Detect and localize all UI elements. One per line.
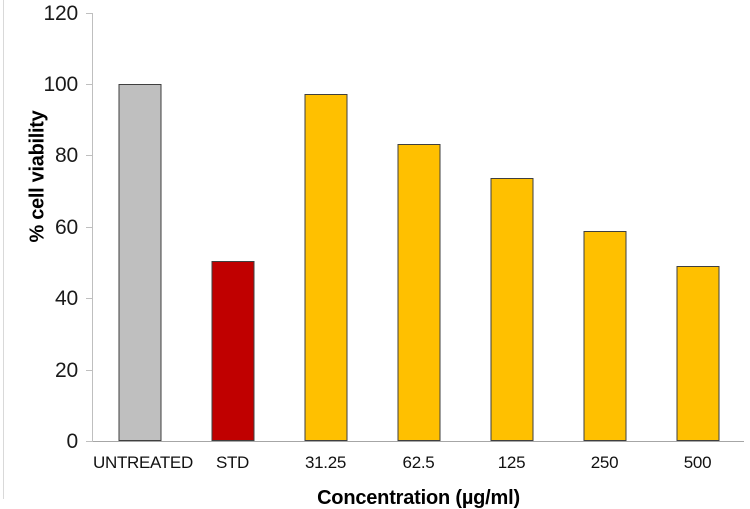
y-tick-mark-60: [86, 227, 93, 228]
bar-500[interactable]: [676, 266, 719, 441]
x-axis-title: Concentration (µg/ml): [317, 487, 520, 509]
y-tick-mark-20: [86, 370, 93, 371]
bar-slot-untreated: [93, 13, 186, 441]
x-tick-label-std: STD: [215, 453, 250, 472]
bar-slot-31-25: [279, 13, 372, 441]
x-tick-label-62-5: 62.5: [402, 453, 435, 472]
x-tick-label-250: 250: [590, 453, 619, 472]
bar-slot-500: [651, 13, 744, 441]
y-tick-mark-40: [86, 298, 93, 299]
bar-untreated[interactable]: [118, 84, 161, 441]
y-tick-label-120: 120: [43, 2, 79, 25]
y-tick-label-60: 60: [55, 216, 78, 239]
x-tick-label-untreated: UNTREATED: [93, 453, 193, 472]
x-tick-label-500: 500: [683, 453, 712, 472]
y-tick-label-20: 20: [55, 359, 78, 382]
y-tick-label-40: 40: [55, 287, 78, 310]
bar-62-5[interactable]: [397, 144, 440, 441]
y-tick-label-80: 80: [55, 144, 78, 167]
y-tick-mark-0: [86, 441, 93, 442]
bar-slot-62-5: [372, 13, 465, 441]
x-axis-baseline: [92, 441, 744, 442]
bar-125[interactable]: [490, 177, 533, 441]
y-tick-mark-120: [86, 13, 93, 14]
y-tick-label-100: 100: [43, 73, 79, 96]
plot-area: [93, 13, 744, 441]
y-tick-mark-100: [86, 84, 93, 85]
bar-slot-std: [186, 13, 279, 441]
bar-std[interactable]: [211, 261, 254, 441]
bar-250[interactable]: [583, 231, 626, 441]
y-tick-label-0: 0: [66, 430, 79, 453]
y-tick-mark-80: [86, 155, 93, 156]
y-axis-tick-labels: 120 100 80 60 40 20 0: [10, 0, 79, 499]
x-tick-label-125: 125: [497, 453, 526, 472]
x-axis-tick-labels: UNTREATED STD 31.25 62.5 125 250 500: [93, 452, 744, 480]
x-tick-label-31-25: 31.25: [304, 453, 347, 472]
canvas-left-edge-rule: [3, 0, 4, 499]
bar-slot-250: [558, 13, 651, 441]
bar-slot-125: [465, 13, 558, 441]
bar-31-25[interactable]: [304, 93, 347, 441]
